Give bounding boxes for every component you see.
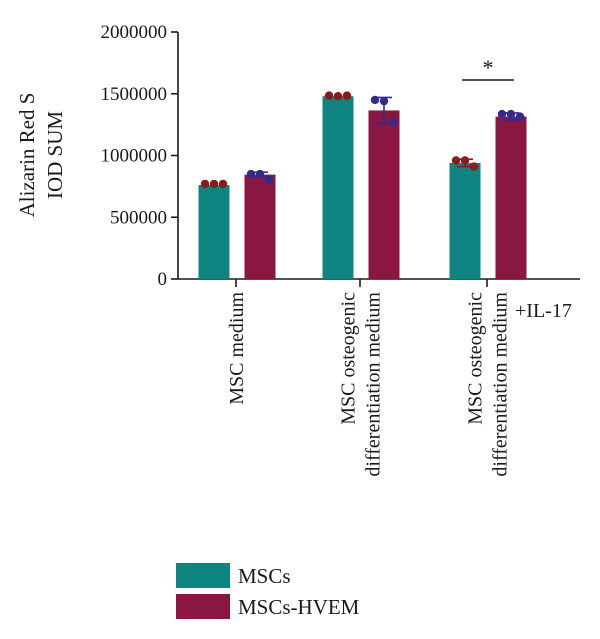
bar-1-1	[368, 110, 400, 279]
data-point	[333, 92, 343, 101]
y-axis-label: Alizarin Red S IOD SUM	[15, 93, 67, 218]
data-point	[388, 117, 398, 127]
bar-0-1	[322, 96, 354, 279]
data-points	[200, 91, 525, 189]
y-axis: 0 500000 1000000 1500000 2000000	[101, 22, 179, 290]
data-point	[515, 112, 525, 121]
data-point	[324, 91, 334, 100]
significance-marker: *	[462, 55, 514, 81]
category-suffix: +IL-17	[515, 300, 572, 322]
category-label-2: MSC osteogenic	[465, 292, 487, 425]
data-point	[506, 109, 516, 119]
y-tick-label: 0	[158, 269, 168, 290]
bar-1-0	[244, 174, 276, 279]
data-point	[460, 156, 470, 165]
data-point	[370, 95, 380, 105]
y-tick-label: 500000	[110, 207, 167, 228]
category-labels: MSC medium MSC osteogenic differentiation …	[226, 292, 572, 477]
data-point	[246, 169, 256, 179]
data-point	[209, 179, 219, 189]
category-label-2: differentiation medium	[490, 292, 512, 477]
legend-label-0: MSCs	[238, 564, 291, 588]
data-point	[218, 179, 228, 189]
y-tick-label: 2000000	[101, 22, 168, 43]
category-label-1: differentiation medium	[363, 292, 385, 477]
bar-0-0	[198, 185, 230, 279]
bar-0-2	[449, 162, 481, 279]
x-axis	[178, 278, 580, 287]
legend-swatch-0	[176, 563, 230, 588]
bars	[198, 96, 527, 279]
category-label-1: MSC osteogenic	[338, 292, 360, 425]
data-point	[200, 179, 210, 189]
data-point	[451, 156, 461, 165]
legend: MSCs MSCs-HVEM	[176, 563, 360, 619]
significance-label: *	[483, 55, 494, 80]
y-tick-label: 1500000	[101, 84, 168, 105]
legend-label-1: MSCs-HVEM	[238, 595, 360, 619]
legend-swatch-1	[176, 594, 230, 619]
category-label-0: MSC medium	[226, 292, 248, 405]
data-point	[469, 162, 479, 171]
data-point	[379, 96, 389, 106]
data-point	[342, 91, 352, 100]
data-point	[255, 169, 265, 179]
data-point	[497, 109, 507, 119]
y-tick-label: 1000000	[101, 146, 168, 167]
y-axis-label-line: IOD SUM	[43, 111, 67, 199]
y-axis-label-line: Alizarin Red S	[15, 93, 39, 218]
data-point	[264, 174, 274, 184]
bar-1-2	[495, 116, 527, 279]
